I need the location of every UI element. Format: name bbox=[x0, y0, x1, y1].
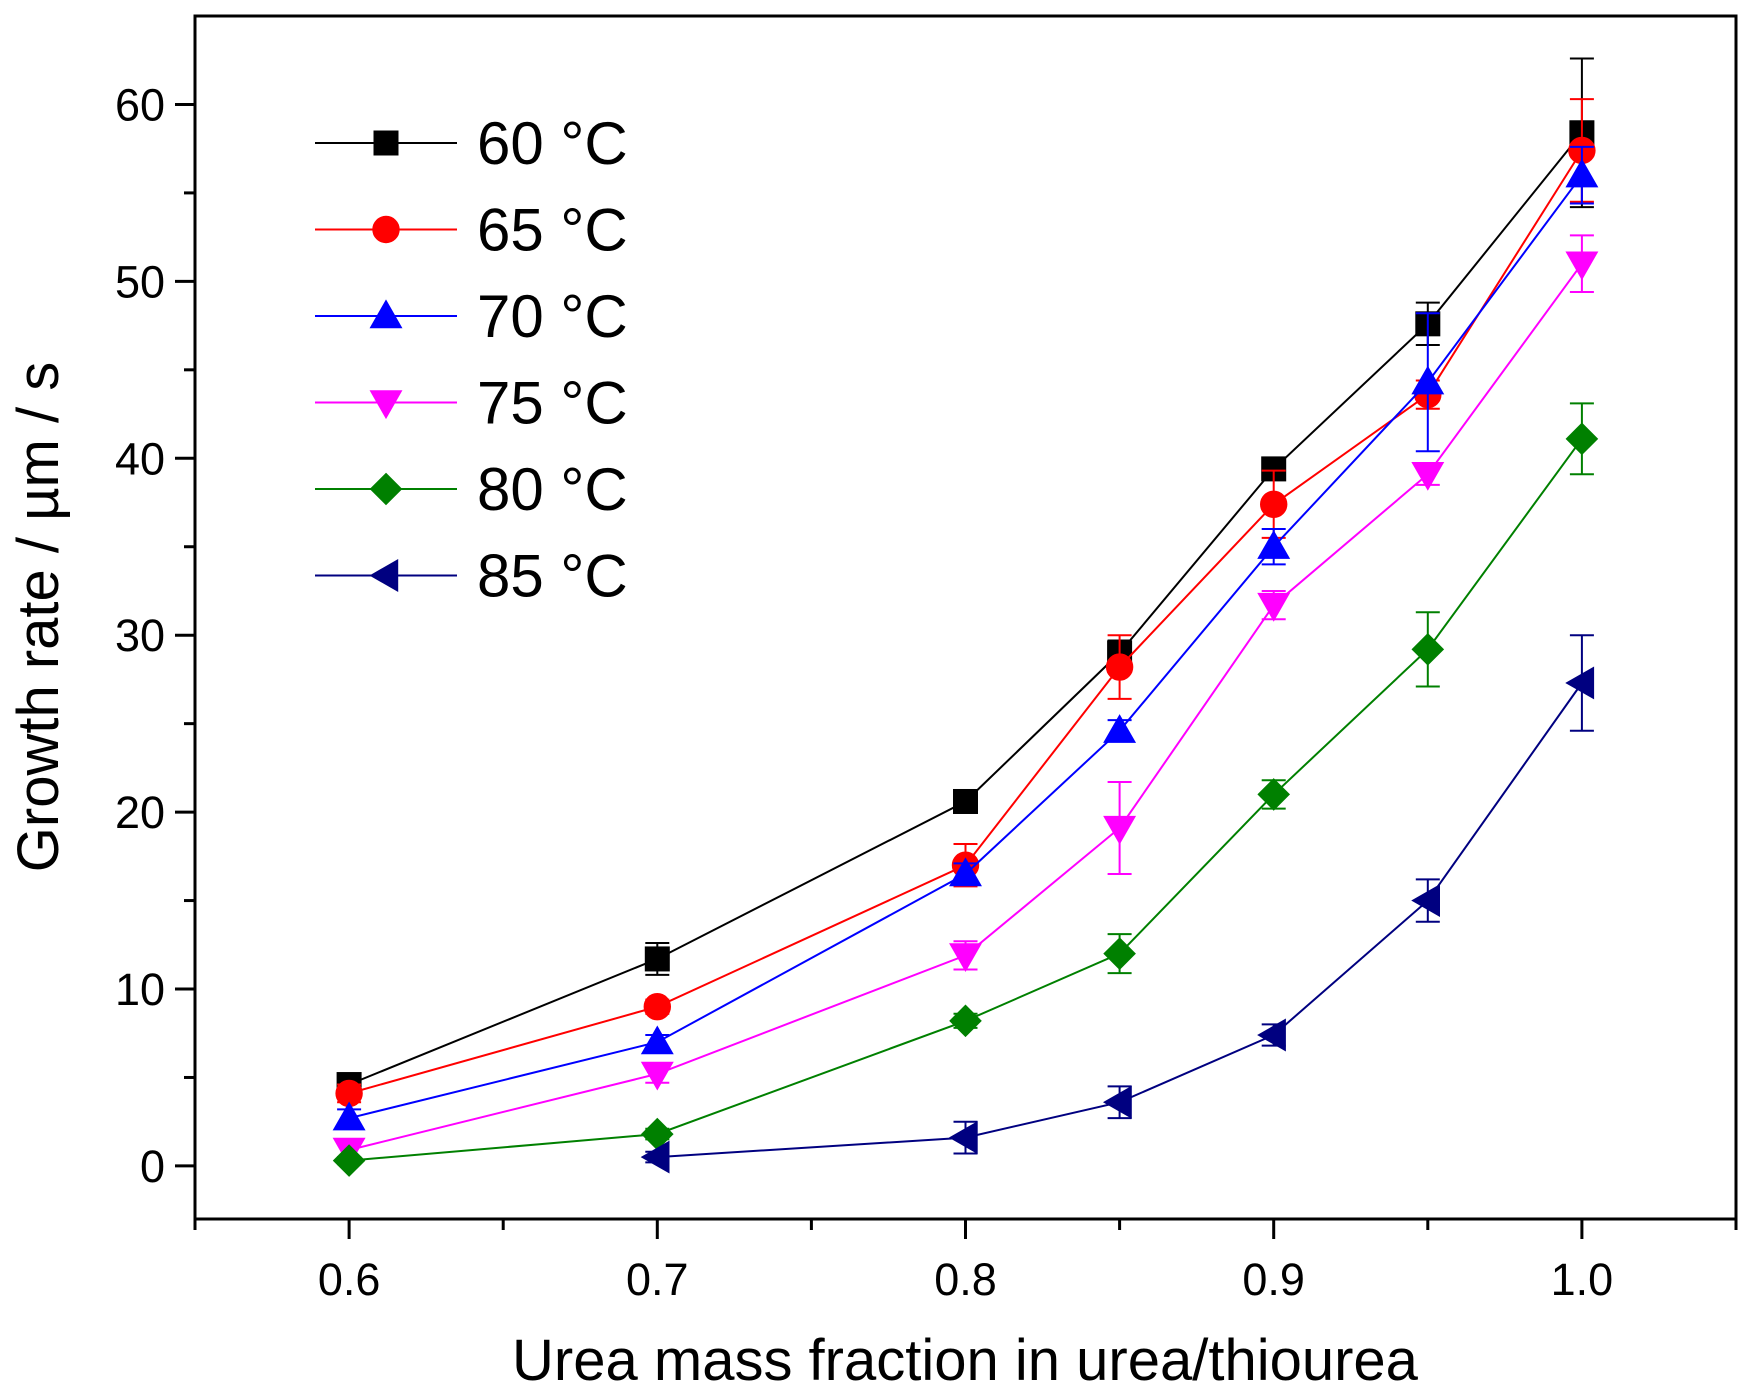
y-tick-label: 30 bbox=[115, 610, 165, 661]
y-tick-label: 10 bbox=[115, 964, 165, 1015]
data-point bbox=[949, 1004, 982, 1038]
data-point bbox=[1565, 158, 1599, 188]
series-4 bbox=[332, 402, 1599, 1177]
x-axis-title: Urea mass fraction in urea/thiourea bbox=[512, 1328, 1419, 1393]
y-tick-label: 40 bbox=[115, 433, 165, 484]
data-point bbox=[1257, 592, 1291, 622]
data-point bbox=[1257, 1018, 1286, 1052]
data-point bbox=[953, 788, 978, 814]
data-point bbox=[640, 1140, 670, 1174]
legend-label: 65 °C bbox=[477, 197, 628, 264]
data-point bbox=[643, 993, 671, 1021]
legend-label: 70 °C bbox=[477, 283, 628, 350]
data-point bbox=[1257, 530, 1291, 559]
legend-entry: 65 °C bbox=[315, 197, 628, 264]
plot-frame bbox=[193, 14, 1738, 1221]
legend-marker bbox=[372, 215, 400, 244]
data-point bbox=[644, 946, 670, 972]
data-point bbox=[1565, 666, 1595, 700]
series-5 bbox=[640, 634, 1595, 1174]
legend-label: 60 °C bbox=[477, 110, 628, 177]
series-2 bbox=[332, 145, 1599, 1131]
data-point bbox=[1411, 633, 1445, 666]
data-point bbox=[1565, 251, 1599, 281]
legend-label: 75 °C bbox=[477, 370, 628, 437]
series-layer bbox=[332, 57, 1599, 1177]
data-point bbox=[1103, 815, 1137, 845]
data-point bbox=[1103, 714, 1137, 743]
legend-entry: 80 °C bbox=[315, 456, 628, 523]
data-point bbox=[332, 1144, 366, 1177]
y-tick-label: 50 bbox=[115, 256, 165, 307]
legend-marker bbox=[373, 130, 399, 156]
data-point bbox=[948, 1121, 978, 1155]
data-point bbox=[1257, 778, 1291, 811]
y-tick-label: 60 bbox=[115, 79, 165, 130]
x-axis-ticks: 0.6 0.7 0.8 0.9 1.0 bbox=[193, 1219, 1738, 1305]
data-point bbox=[1105, 653, 1134, 681]
y-tick-label: 20 bbox=[115, 787, 165, 838]
y-axis-title: Growth rate / µm / s bbox=[6, 362, 71, 872]
data-point bbox=[640, 1061, 674, 1091]
x-tick-label: 0.8 bbox=[934, 1254, 997, 1305]
series-3 bbox=[332, 234, 1599, 1167]
legend-entry: 70 °C bbox=[315, 283, 628, 350]
data-point bbox=[332, 1101, 366, 1131]
legend: 60 °C 65 °C 70 °C 75 °C 80 °C 85 °C bbox=[315, 110, 628, 610]
x-tick-label: 0.9 bbox=[1242, 1254, 1305, 1305]
data-point bbox=[949, 943, 982, 973]
x-tick-label: 0.6 bbox=[318, 1254, 381, 1305]
legend-entry: 85 °C bbox=[315, 543, 628, 610]
legend-marker bbox=[369, 299, 403, 329]
data-point bbox=[640, 1025, 674, 1055]
legend-marker bbox=[369, 390, 403, 420]
data-point bbox=[1103, 937, 1136, 970]
legend-label: 80 °C bbox=[477, 456, 628, 523]
y-axis-ticks: 0 10 20 30 40 50 60 bbox=[115, 79, 195, 1192]
x-tick-label: 1.0 bbox=[1551, 1254, 1614, 1305]
data-point bbox=[1411, 884, 1440, 918]
legend-entry: 75 °C bbox=[315, 370, 628, 437]
data-point bbox=[1102, 1085, 1132, 1119]
legend-marker bbox=[369, 559, 399, 592]
legend-label: 85 °C bbox=[477, 543, 628, 610]
y-tick-label: 0 bbox=[140, 1141, 165, 1192]
legend-marker bbox=[369, 472, 403, 506]
data-point bbox=[1565, 422, 1599, 456]
data-point bbox=[949, 857, 982, 887]
x-tick-label: 0.7 bbox=[626, 1254, 689, 1305]
series-line bbox=[657, 682, 1583, 1159]
data-point bbox=[1260, 490, 1288, 518]
data-point bbox=[1411, 365, 1445, 395]
legend-entry: 60 °C bbox=[315, 110, 628, 177]
data-point bbox=[1411, 462, 1445, 491]
